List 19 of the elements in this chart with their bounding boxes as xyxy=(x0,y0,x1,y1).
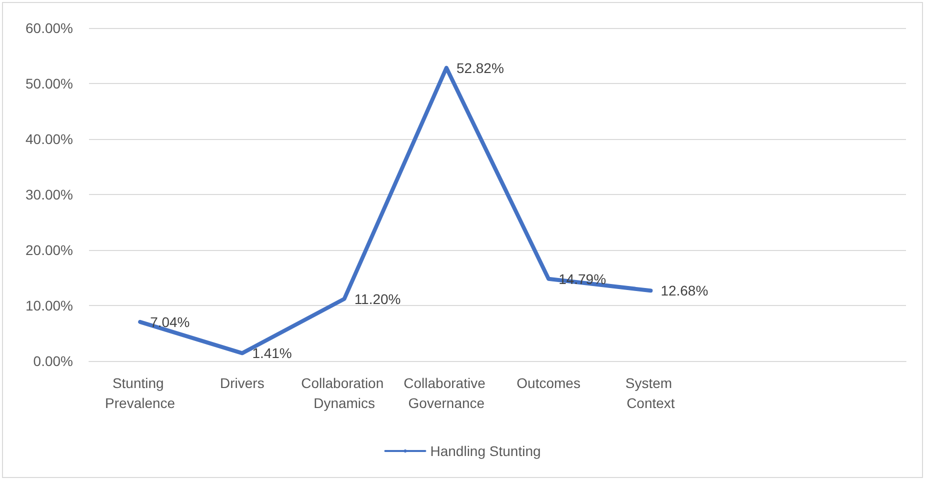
x-tick-label: Stunting Prevalence xyxy=(105,375,176,411)
data-label: 1.41% xyxy=(252,345,292,362)
y-tick-label: 10.00% xyxy=(26,298,73,314)
x-tick-label: Collaboration Dynamics xyxy=(301,375,388,411)
data-label: 12.68% xyxy=(660,282,708,299)
legend-label: Handling Stunting xyxy=(430,443,541,459)
y-tick-label: 50.00% xyxy=(26,76,73,92)
y-tick-label: 20.00% xyxy=(26,242,73,258)
y-tick-label: 40.00% xyxy=(26,131,73,147)
y-tick-label: 60.00% xyxy=(26,20,73,36)
x-tick-label: System Context xyxy=(625,375,676,411)
y-tick-label: 0.00% xyxy=(33,353,73,369)
x-tick-label: Drivers xyxy=(220,375,264,391)
x-tick-label: Collaborative Governance xyxy=(404,375,490,411)
data-label: 7.04% xyxy=(150,314,190,330)
y-tick-label: 30.00% xyxy=(26,186,73,202)
x-tick-label: Outcomes xyxy=(516,375,580,391)
data-label: 52.82% xyxy=(456,60,504,76)
data-label: 11.20% xyxy=(354,290,401,307)
